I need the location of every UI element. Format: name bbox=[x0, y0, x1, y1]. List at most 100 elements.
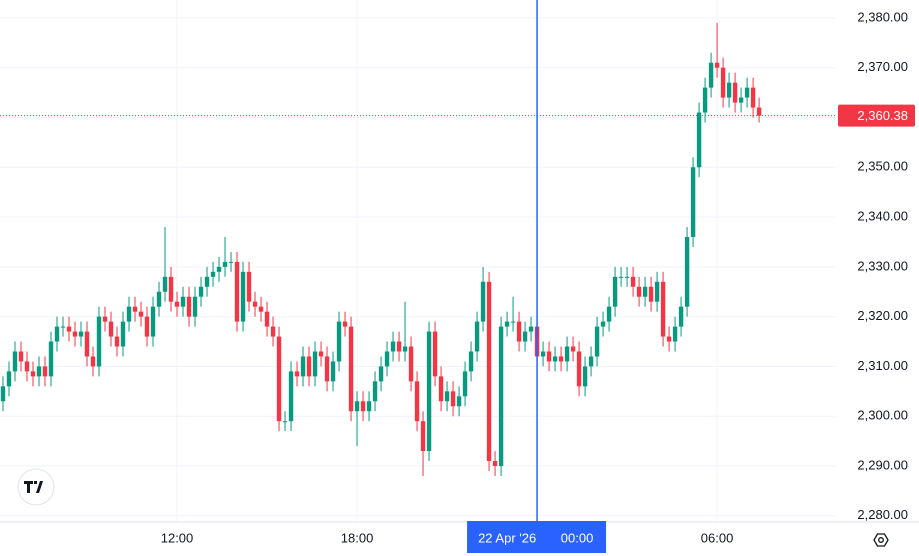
crosshair-time-box bbox=[467, 521, 607, 553]
candle-body bbox=[132, 306, 138, 312]
candle-body bbox=[54, 326, 60, 342]
candle-body bbox=[114, 336, 120, 347]
candle-body bbox=[564, 346, 570, 362]
candle-body bbox=[210, 271, 216, 277]
candle-body bbox=[270, 326, 276, 337]
candle-body bbox=[708, 62, 714, 88]
candle-body bbox=[318, 351, 324, 357]
candle-body bbox=[636, 286, 642, 297]
candle-body bbox=[78, 331, 84, 337]
candle-body bbox=[336, 321, 342, 362]
candle-body bbox=[228, 261, 234, 263]
candle-body bbox=[468, 351, 474, 372]
candle-body bbox=[456, 396, 462, 407]
candle-body bbox=[180, 296, 186, 307]
candle-body bbox=[18, 351, 24, 362]
candle-body bbox=[96, 316, 102, 367]
candle-body bbox=[756, 107, 762, 116]
candle-body bbox=[690, 167, 696, 237]
candle-body bbox=[498, 326, 504, 466]
candle-body bbox=[744, 87, 750, 98]
candle-body bbox=[666, 336, 672, 342]
candle-body bbox=[222, 261, 228, 267]
candle-body bbox=[144, 316, 150, 337]
candle-body bbox=[486, 281, 492, 462]
candle-body bbox=[450, 391, 456, 407]
candle-body bbox=[420, 421, 426, 452]
candle-body bbox=[510, 321, 516, 323]
candle-body bbox=[108, 321, 114, 337]
candle-body bbox=[30, 371, 36, 377]
candle-body bbox=[396, 341, 402, 352]
candle-body bbox=[438, 376, 444, 402]
candle-body bbox=[240, 271, 246, 322]
candle-body bbox=[120, 321, 126, 347]
candle-body bbox=[654, 281, 660, 302]
candle-body bbox=[444, 391, 450, 402]
candle-body bbox=[60, 326, 66, 328]
y-tick-label: 2,380.00 bbox=[857, 9, 908, 24]
candle-body bbox=[348, 326, 354, 412]
x-tick-label: 06:00 bbox=[701, 530, 734, 545]
candle-body bbox=[378, 366, 384, 382]
candle-body bbox=[414, 381, 420, 422]
candle-body bbox=[630, 276, 636, 287]
candle-body bbox=[126, 306, 132, 322]
candle-body bbox=[300, 356, 306, 377]
y-tick-label: 2,280.00 bbox=[857, 507, 908, 522]
candle-body bbox=[372, 381, 378, 402]
candle-body bbox=[480, 281, 486, 322]
candle-body bbox=[48, 341, 54, 377]
candle-body bbox=[606, 306, 612, 322]
tradingview-logo[interactable] bbox=[17, 468, 55, 506]
candle-body bbox=[282, 421, 288, 423]
crosshair-date: 22 Apr '26 bbox=[478, 530, 536, 545]
candle-body bbox=[342, 321, 348, 327]
candle-body bbox=[360, 401, 366, 412]
candle-body bbox=[600, 321, 606, 327]
x-tick-label: 18:00 bbox=[341, 530, 374, 545]
candle-body bbox=[384, 351, 390, 367]
candle-body bbox=[546, 351, 552, 362]
candle-body bbox=[648, 286, 654, 302]
candle-body bbox=[642, 286, 648, 297]
y-tick-label: 2,330.00 bbox=[857, 258, 908, 273]
candle-body bbox=[138, 311, 144, 317]
candle-body bbox=[198, 286, 204, 297]
candle-body bbox=[36, 366, 42, 377]
candle-body bbox=[150, 306, 156, 337]
candle-body bbox=[192, 296, 198, 317]
candle-body bbox=[738, 97, 744, 103]
candle-body bbox=[84, 331, 90, 357]
candle-body bbox=[558, 356, 564, 362]
axes: 2,280.00 2,290.00 2,300.00 2,310.00 2,320.00… bbox=[161, 9, 915, 553]
candle-body bbox=[366, 401, 372, 412]
candle-body bbox=[696, 112, 702, 168]
y-tick-label: 2,300.00 bbox=[857, 408, 908, 423]
candle-body bbox=[354, 401, 360, 412]
y-tick-label: 2,340.00 bbox=[857, 209, 908, 224]
candle-body bbox=[582, 366, 588, 387]
candle-body bbox=[462, 371, 468, 397]
last-price-box bbox=[838, 104, 915, 127]
candle-body bbox=[216, 266, 222, 272]
settings-button[interactable] bbox=[873, 533, 889, 547]
candle-body bbox=[474, 321, 480, 352]
candle-body bbox=[594, 326, 600, 357]
candle-body bbox=[24, 361, 30, 372]
candle-body bbox=[528, 326, 534, 332]
candle-body bbox=[390, 341, 396, 352]
candle-body bbox=[678, 306, 684, 327]
candle-body bbox=[426, 331, 432, 452]
candle-body bbox=[330, 361, 336, 382]
candle-body bbox=[702, 87, 708, 113]
candle-body bbox=[288, 371, 294, 422]
candle-body bbox=[552, 356, 558, 362]
candle-body bbox=[750, 87, 756, 108]
candle-body bbox=[156, 291, 162, 307]
candle-body bbox=[42, 366, 48, 377]
candle-body bbox=[732, 82, 738, 103]
candle-body bbox=[672, 326, 678, 342]
